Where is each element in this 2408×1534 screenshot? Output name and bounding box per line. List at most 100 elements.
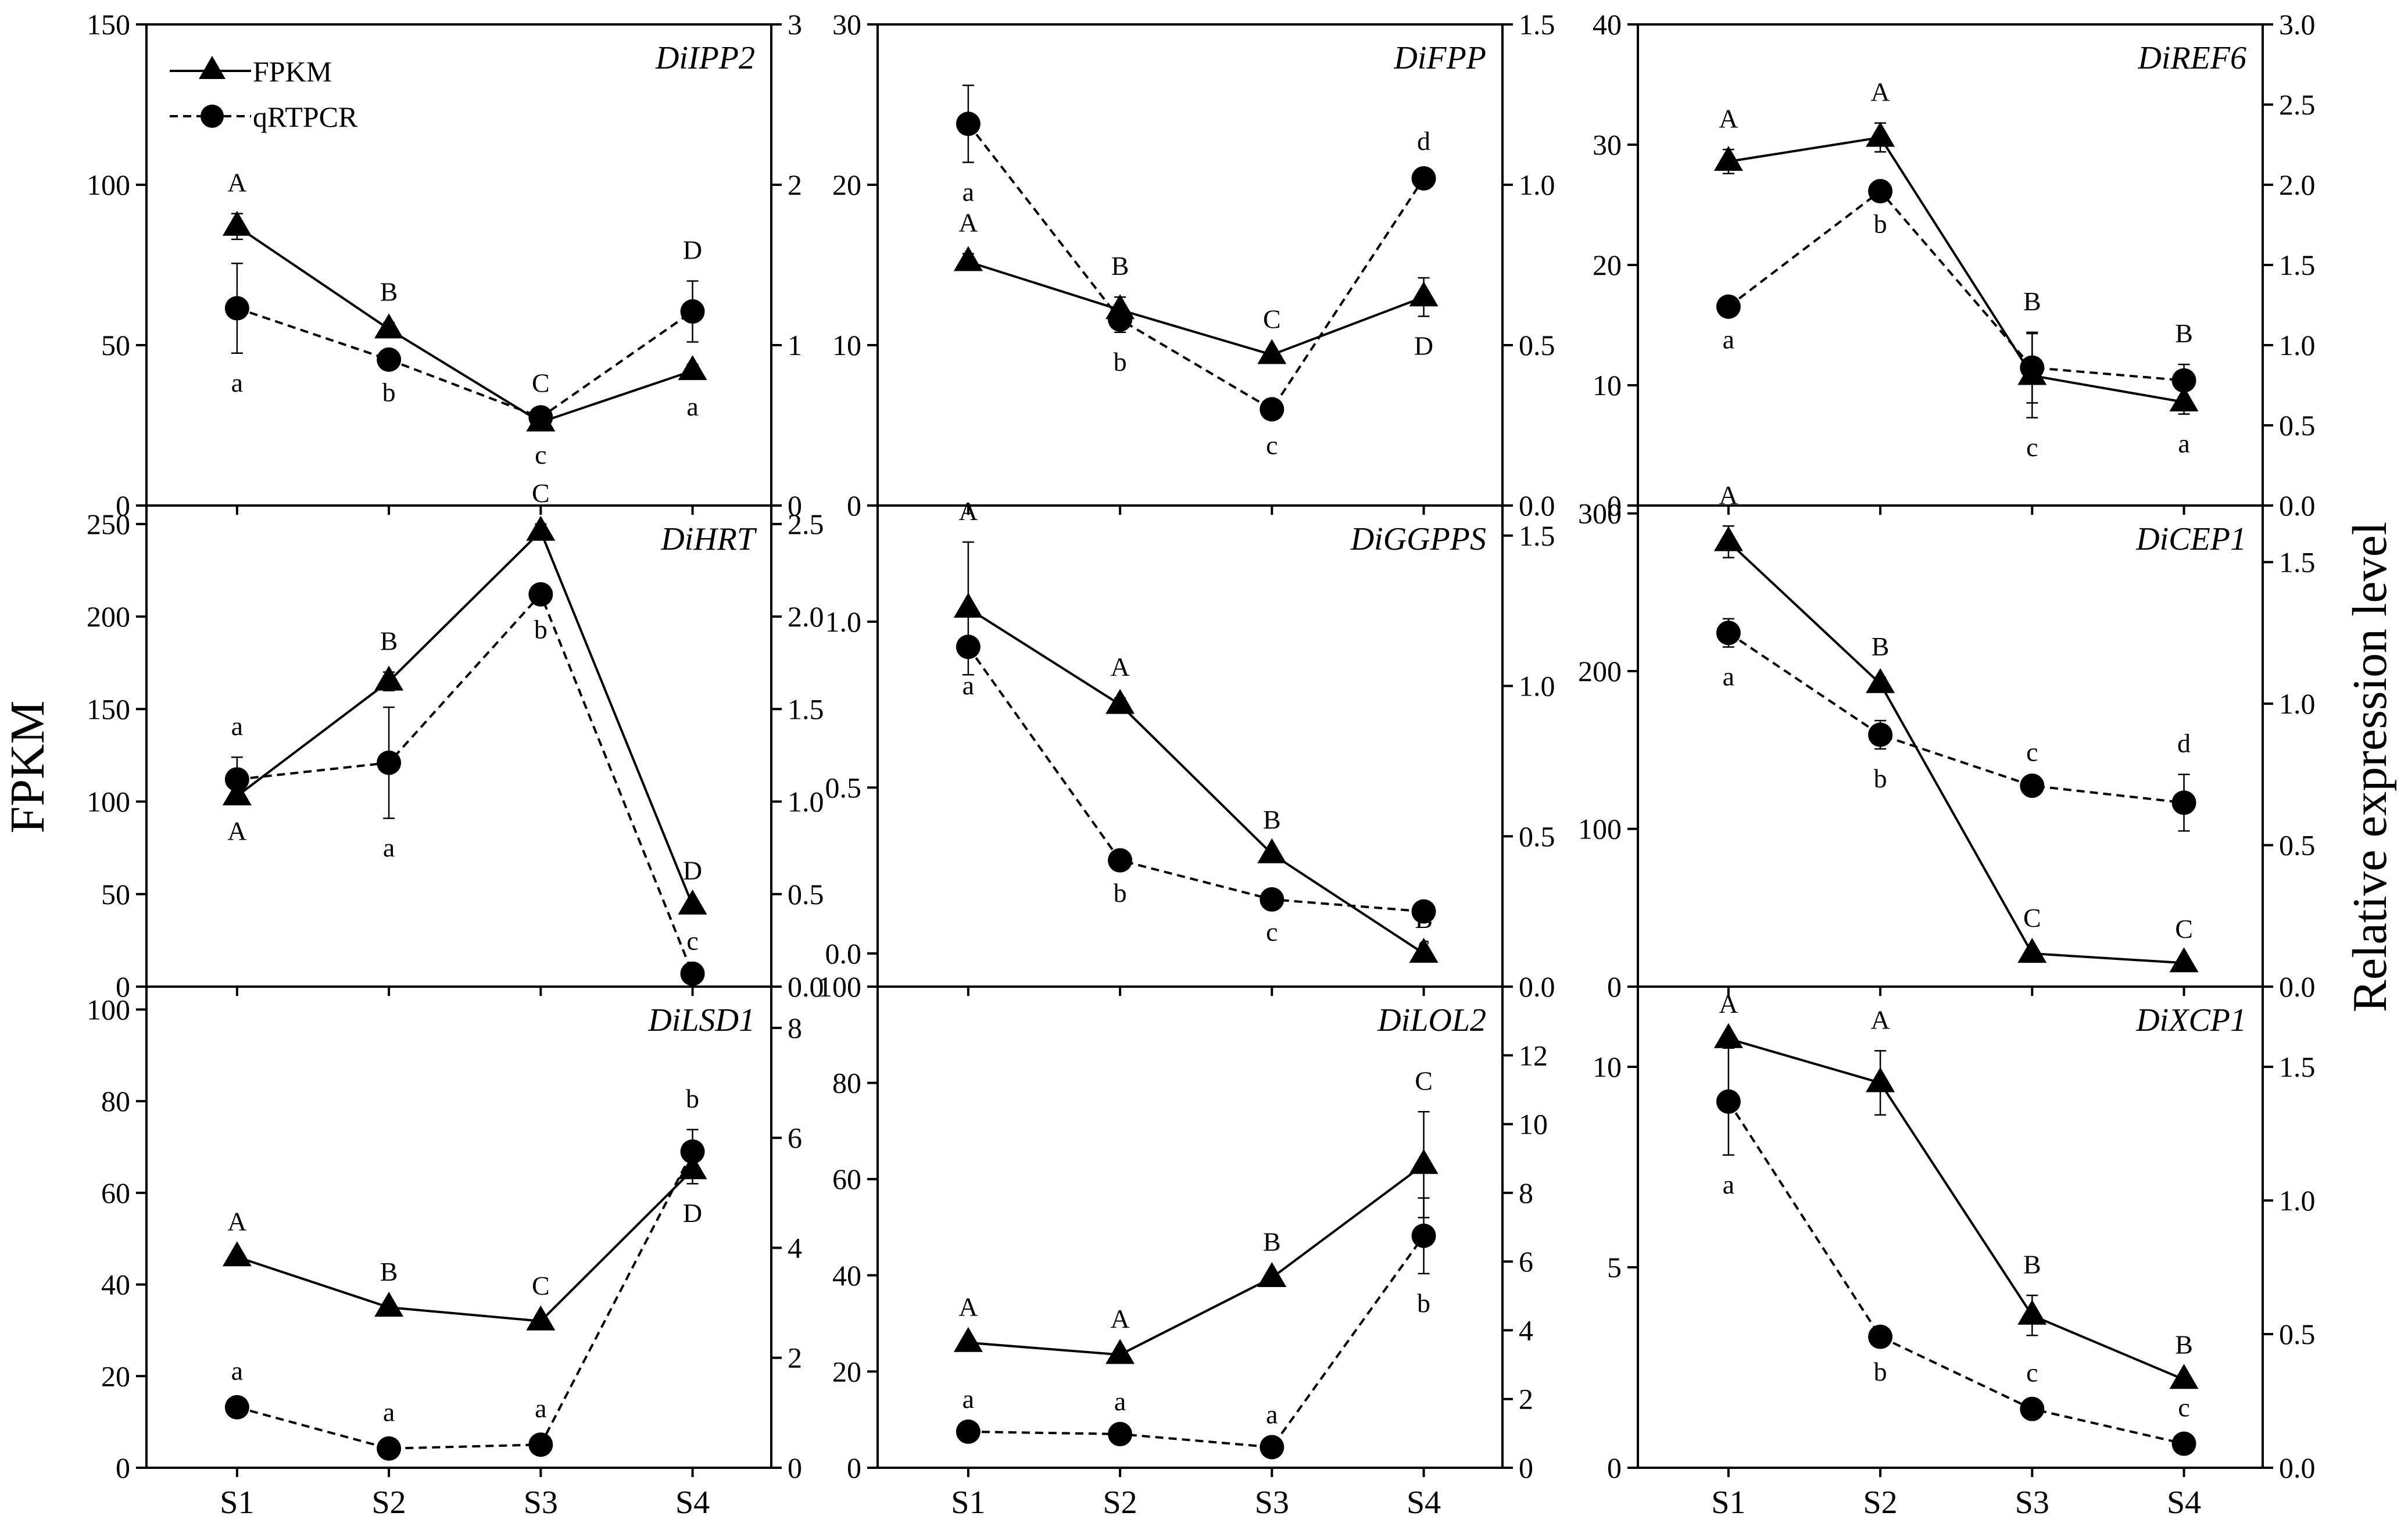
significance-letter: B: [380, 626, 398, 656]
qrtpcr-marker: [528, 582, 553, 607]
right-tick-label: 0.5: [2279, 1318, 2316, 1350]
significance-letter: B: [1872, 632, 1890, 661]
fpkm-marker: [2017, 937, 2047, 963]
significance-letter: a: [1723, 1170, 1734, 1199]
left-tick-label: 60: [101, 1177, 130, 1209]
right-tick-label: 1: [788, 329, 802, 361]
qrtpcr-line: [237, 1150, 694, 1450]
left-tick-label: 20: [1593, 249, 1622, 281]
panel-title: DiGGPPS: [1350, 521, 1486, 557]
left-tick-label: 300: [1578, 497, 1622, 530]
significance-letter: A: [227, 1206, 246, 1236]
panel-difpp: 0 10 20 30 0.0 0.5 1.0 1.5 DiFPP A B C Da b c d: [832, 8, 1555, 522]
qrtpcr-line: [967, 123, 1425, 411]
qrtpcr-marker: [224, 1395, 249, 1420]
qrtpcr-marker: [1716, 294, 1741, 319]
right-tick-label: 2.5: [788, 508, 824, 540]
qrtpcr-marker: [1108, 848, 1133, 873]
significance-letter: B: [2023, 1249, 2041, 1279]
x-tick-label: S2: [1863, 1485, 1898, 1521]
right-tick-label: 1.0: [2279, 687, 2316, 720]
significance-letter: D: [683, 1198, 702, 1228]
fpkm-marker: [678, 889, 707, 915]
significance-letter: A: [1870, 1005, 1890, 1034]
fpkm-line: [967, 607, 1425, 955]
left-tick-label: 200: [87, 600, 130, 633]
panel-diggpps: 0.00.51.00.00.51.01.5DiGGPPSAABBabcc: [825, 496, 1555, 1003]
significance-letter: A: [227, 168, 246, 198]
qrtpcr-marker: [680, 1139, 705, 1164]
right-tick-label: 8: [1519, 1177, 1533, 1209]
plot-frame: [1637, 504, 2264, 988]
significance-letter: a: [1114, 1386, 1126, 1416]
significance-letter: B: [380, 1257, 398, 1286]
left-tick-label: 0: [847, 1451, 861, 1484]
fpkm-marker: [678, 355, 707, 381]
right-tick-label: 2.5: [2279, 88, 2316, 121]
left-tick-label: 60: [832, 1163, 861, 1195]
fpkm-marker: [1105, 689, 1135, 714]
qrtpcr-line: [237, 307, 693, 419]
plot-frame: [145, 504, 772, 988]
plot-frame: [145, 985, 772, 1469]
left-tick-label: 200: [1578, 655, 1622, 687]
legend: FPKM qRTPCR: [170, 55, 358, 133]
qrtpcr-marker: [1716, 621, 1741, 646]
left-tick-label: 10: [832, 329, 861, 361]
significance-letter: a: [231, 368, 243, 397]
fpkm-line: [968, 260, 1425, 356]
right-tick-label: 1.5: [2279, 249, 2316, 281]
right-tick-label: 12: [1519, 1039, 1548, 1071]
left-tick-label: 0: [847, 489, 861, 522]
panel-dixcp1: 0 5 10 0.0 0.5 1.0 1.5 S1 S2 S3 S4 DiXCP1 A A B Ba b c c: [1593, 985, 2316, 1521]
fpkm-marker: [2017, 1299, 2047, 1325]
x-tick-label: S4: [675, 1485, 710, 1521]
fpkm-marker: [1257, 838, 1287, 863]
significance-letter: A: [1719, 103, 1738, 133]
significance-letter: c: [2026, 432, 2038, 462]
qrtpcr-marker: [1868, 179, 1893, 204]
fpkm-marker: [526, 1305, 556, 1331]
qrtpcr-marker: [2020, 355, 2045, 380]
fpkm-marker: [1409, 281, 1439, 307]
left-tick-label: 40: [1593, 8, 1622, 41]
left-tick-label: 40: [832, 1259, 861, 1292]
significance-letter: D: [683, 235, 702, 265]
significance-letter: c: [2026, 737, 2038, 766]
right-tick-label: 1.0: [2279, 329, 2316, 361]
qrtpcr-marker: [377, 750, 402, 775]
fpkm-line: [1727, 540, 2184, 965]
left-tick-label: 50: [101, 329, 130, 361]
fpkm-marker: [222, 1241, 252, 1267]
right-tick-label: 2.0: [788, 600, 824, 633]
left-tick-label: 100: [87, 993, 130, 1026]
fpkm-marker: [1257, 339, 1287, 364]
plot-frame: [1637, 23, 2264, 507]
significance-letter: c: [1418, 929, 1429, 959]
panel-dicep1: 0 100 200 300 0.0 0.5 1.0 1.5 DiCEP1 A B C Ca b c d: [1578, 480, 2316, 1003]
left-tick-label: 250: [87, 508, 130, 540]
significance-letter: a: [963, 1384, 974, 1414]
qrtpcr-line: [237, 592, 694, 974]
significance-letter: c: [686, 926, 698, 956]
fpkm-marker: [1713, 1023, 1743, 1048]
fpkm-marker: [1866, 1067, 1895, 1092]
significance-letter: A: [1870, 77, 1890, 107]
panel-title: DiFPP: [1393, 40, 1486, 76]
qrtpcr-line: [1727, 632, 2184, 804]
qrtpcr-marker: [1411, 899, 1436, 924]
qrtpcr-marker: [2171, 368, 2196, 393]
significance-letter: b: [1874, 209, 1887, 239]
fpkm-marker: [953, 246, 983, 271]
panel-dihrt: 0 50 100 150 200 250 0.0 0.5 1.0 1.5 2.0 2.5 DiHRT A B…: [87, 478, 824, 1003]
left-tick-label: 100: [87, 169, 130, 201]
qrtpcr-marker: [956, 635, 981, 660]
left-tick-label: 0: [1607, 970, 1622, 1003]
legend-triangle-icon: [199, 56, 226, 79]
qrtpcr-marker: [224, 296, 249, 321]
qrtpcr-marker: [2020, 1396, 2045, 1421]
panel-diref6: 0 10 20 30 40 0.0 0.5 1.0 1.5 2.0 2.5 3.0 DiREF6 A Ac a…: [1593, 8, 2316, 522]
panel-dilsd1: 0 20 40 60 80 100 0 2 4 6 8 S1 S2 S3 S4 DiLSD1 A B C Da a a b: [87, 985, 802, 1521]
left-tick-label: 20: [101, 1360, 130, 1392]
